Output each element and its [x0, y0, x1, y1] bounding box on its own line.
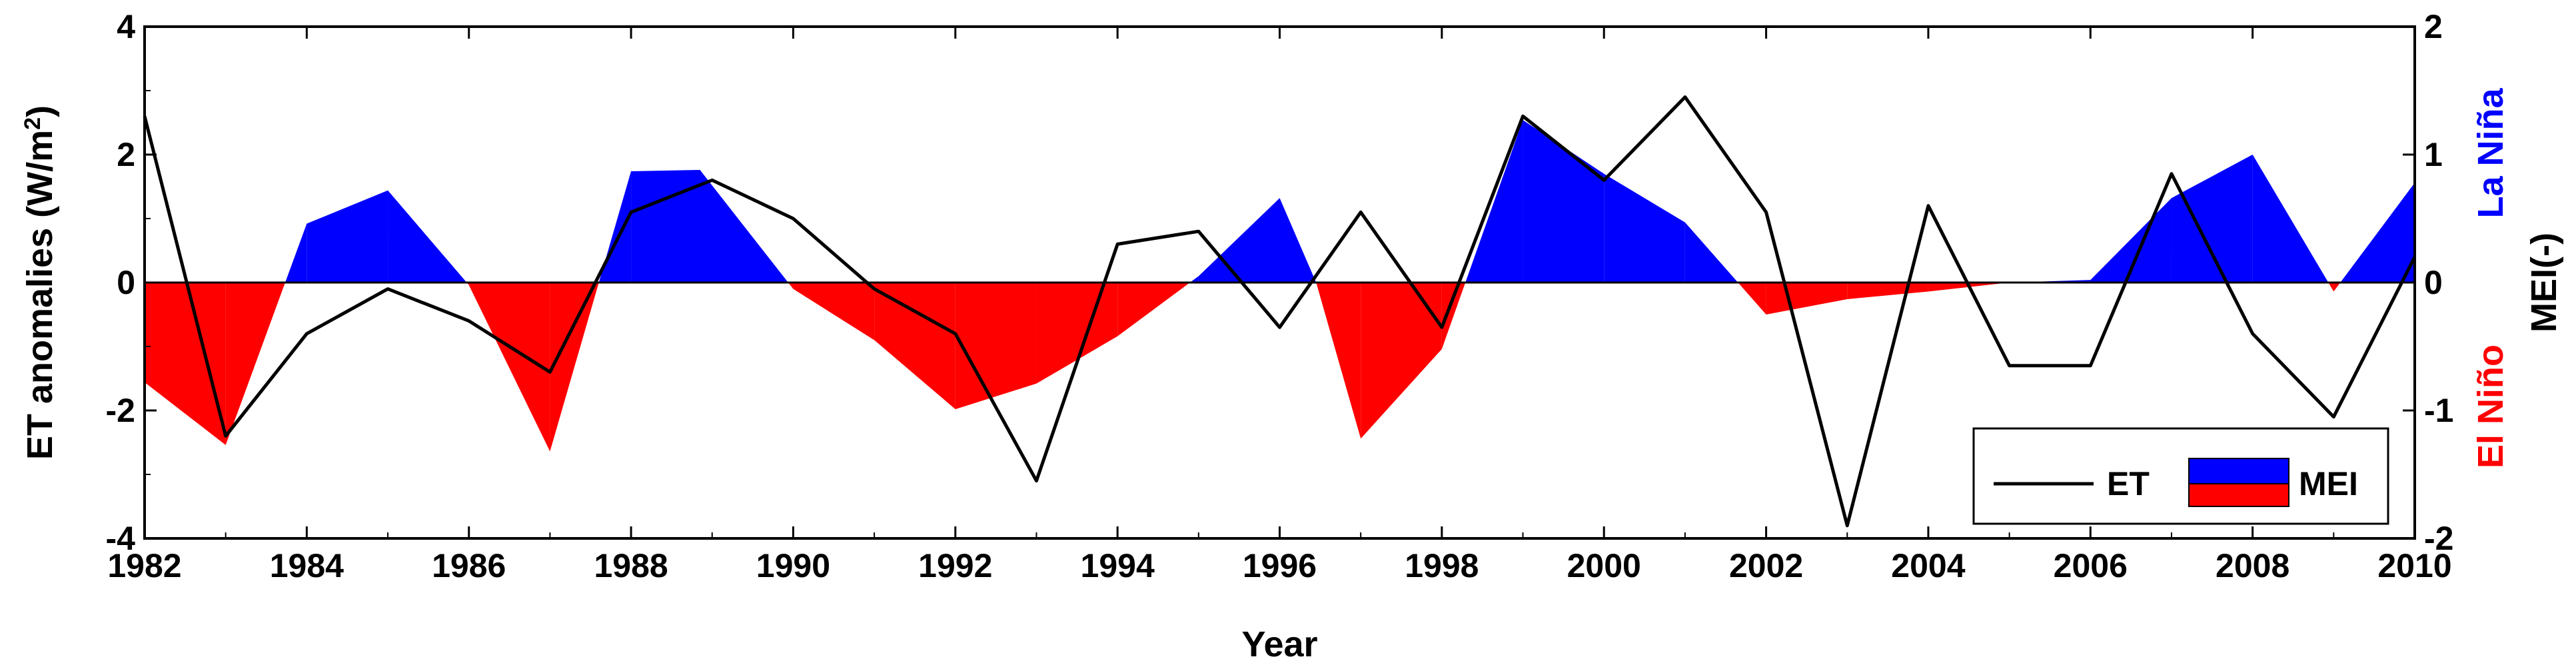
legend-mei-swatch-negative: [2188, 483, 2289, 507]
el-nino-label: El Niño: [2471, 344, 2511, 468]
mei-area-segment-26-0: [2171, 155, 2253, 283]
x-tick-label: 2008: [2216, 547, 2289, 584]
y-left-title-superscript: 2: [20, 117, 45, 130]
x-tick-label: 2002: [1729, 547, 1803, 584]
mei-area-segment-4-0: [468, 283, 550, 452]
x-tick-label: 1984: [270, 547, 344, 584]
legend-mei-label: MEI: [2299, 465, 2358, 502]
mei-area-segment-28-1: [2340, 183, 2415, 283]
y-left-tick-labels: 4 2 0 -2 -4: [106, 8, 136, 557]
mei-area-segment-19-0: [1604, 173, 1685, 283]
mei-area-segment-8-0: [793, 283, 875, 340]
mei-area-segment-16-0: [1361, 283, 1442, 439]
mei-area-segment-27-1: [2328, 283, 2334, 292]
legend-box: [1972, 427, 2389, 525]
legend-et-label: ET: [2107, 465, 2150, 502]
mei-area-segment-12-1: [1189, 276, 1199, 283]
mei-area-group: [145, 120, 2415, 452]
y-right-axis-title: MEI(-): [2524, 233, 2564, 333]
y-left-tick-label: -4: [106, 520, 136, 557]
mei-area-segment-15-0: [1316, 283, 1361, 439]
x-tick-label: 2006: [2054, 547, 2128, 584]
x-tick-label: 2010: [2377, 547, 2451, 584]
mei-area-segment-5-1: [598, 171, 632, 283]
mei-area-segment-27-0: [2252, 155, 2329, 283]
mei-area-segment-5-0: [550, 283, 599, 452]
et-line-group: [143, 95, 2417, 528]
x-tick-label: 2004: [1891, 547, 1965, 584]
y-right-tick-label: 0: [2424, 264, 2443, 301]
mei-area-segment-6-0: [631, 170, 700, 283]
x-tick-label: 1996: [1243, 547, 1317, 584]
y-right-tick-label: -2: [2424, 520, 2453, 557]
mei-area-segment-17-0: [1441, 283, 1466, 349]
x-tick-label: 1988: [594, 547, 668, 584]
mei-area-segment-12-0: [1117, 283, 1190, 336]
x-tick-label: 1992: [918, 547, 992, 584]
x-tick-labels: 1982 1984 1986 1988 1990 1992 1994 1996 1998 2000…: [107, 547, 2451, 584]
la-nina-label: La Niña: [2471, 88, 2511, 219]
mei-area-segment-13-0: [1198, 198, 1280, 283]
legend: ET MEI: [1972, 427, 2389, 525]
mei-area-segment-14-0: [1279, 198, 1317, 283]
mei-area-segment-17-1: [1465, 120, 1523, 283]
y-right-tick-labels: 2 1 0 -1 -2: [2424, 8, 2453, 557]
x-tick-label: 1982: [107, 547, 181, 584]
y-left-axis-title: ET anomalies (W/m2): [20, 105, 60, 460]
mei-area-segment-1-1: [285, 223, 307, 283]
mei-area-segment-0-0: [145, 283, 226, 445]
y-right-tick-label: -1: [2424, 392, 2453, 429]
mei-area-segment-7-0: [700, 170, 788, 283]
x-tick-label: 2000: [1567, 547, 1641, 584]
mei-area-segment-20-0: [1684, 222, 1738, 283]
mei-area-segment-18-0: [1523, 120, 1605, 283]
mei-area-segment-3-0: [388, 190, 467, 283]
mei-area-segment-28-0: [2333, 283, 2341, 292]
y-right-tick-label: 2: [2424, 8, 2443, 45]
y-right-tick-label: 1: [2424, 136, 2443, 173]
mei-area-segment-20-1: [1738, 283, 1766, 315]
y-left-tick-label: 4: [117, 8, 135, 45]
mei-area-segment-7-1: [788, 283, 794, 289]
y-left-title-end: ): [20, 105, 60, 117]
y-left-tick-label: 0: [117, 264, 135, 301]
x-axis-title: Year: [1241, 624, 1317, 664]
y-left-title-base: ET anomalies (W/m: [20, 130, 60, 460]
y-left-tick-label: 2: [117, 136, 135, 173]
y-left-tick-label: -2: [106, 392, 135, 429]
mei-area-segment-10-0: [955, 283, 1037, 410]
legend-mei-swatch-positive: [2188, 458, 2289, 484]
mei-area-segment-1-0: [225, 283, 286, 445]
et-line: [143, 95, 2417, 528]
x-tick-label: 1990: [756, 547, 830, 584]
x-tick-label: 1994: [1081, 547, 1155, 584]
x-tick-label: 1998: [1405, 547, 1479, 584]
tick-marks: [143, 25, 2416, 540]
x-tick-label: 1986: [432, 547, 506, 584]
mei-area-segment-2-0: [307, 190, 388, 283]
mei-area-segment-9-0: [874, 283, 956, 410]
